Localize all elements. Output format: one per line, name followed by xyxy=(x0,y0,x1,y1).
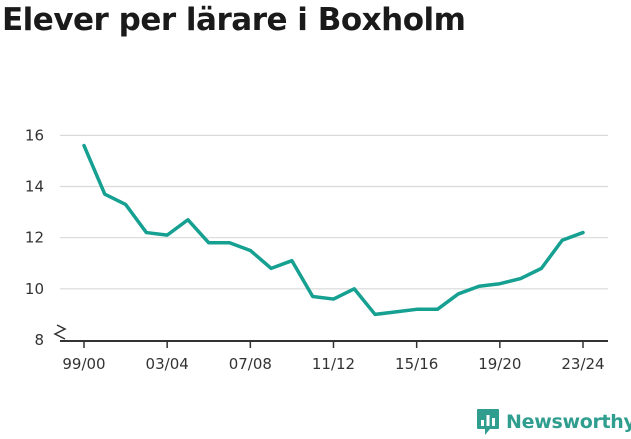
brand-name: Newsworthy xyxy=(506,411,631,433)
brand-logo: Newsworthy xyxy=(476,408,631,436)
y-axis: 8 10 12 14 16 xyxy=(25,126,44,349)
chart-title: Elever per lärare i Boxholm xyxy=(2,2,466,38)
y-tick-label: 10 xyxy=(25,280,44,298)
x-tick-label: 03/04 xyxy=(146,355,189,373)
series-line xyxy=(82,143,585,317)
y-tick-label: 12 xyxy=(25,229,44,247)
x-tick-label: 15/16 xyxy=(395,355,438,373)
y-tick-label: 14 xyxy=(25,178,44,196)
x-tick-label: 23/24 xyxy=(561,355,604,373)
y-tick-label: 8 xyxy=(34,331,44,349)
x-axis: 99/00 03/04 07/08 11/12 15/16 19/20 23/24 xyxy=(53,324,608,373)
x-tick-label: 99/00 xyxy=(62,355,105,373)
x-tick-label: 07/08 xyxy=(229,355,272,373)
x-tick-label: 11/12 xyxy=(312,355,355,373)
grid-lines xyxy=(60,134,608,290)
newsworthy-logo-icon xyxy=(477,409,499,435)
axis-break-icon xyxy=(53,324,67,340)
y-tick-label: 16 xyxy=(25,126,44,144)
x-tick-label: 19/20 xyxy=(478,355,521,373)
line-chart: 8 10 12 14 16 99/00 03/04 07/08 11/12 15/16 19/20… xyxy=(25,126,608,373)
series-layer: 99/00: 15.600/01: 13.701/02: 13.302/03: … xyxy=(82,143,585,317)
